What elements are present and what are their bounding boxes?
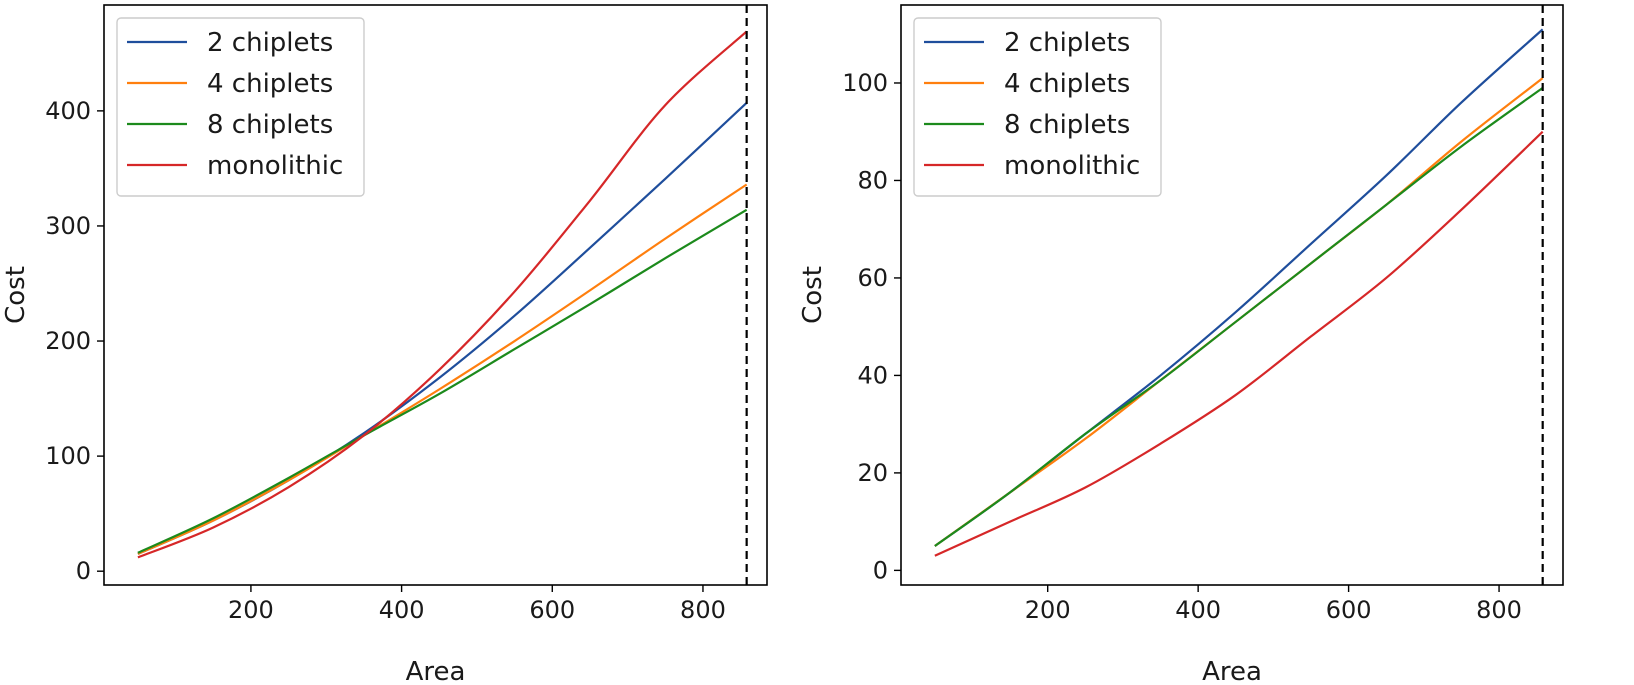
legend-label: 8 chiplets [1004,110,1130,140]
chart-panel-2: 200 400 600 800 0 20 40 60 80 100 Area Cost 2 chiple… [798,4,1564,685]
y-tick-label: 0 [76,557,91,585]
y-tick-label: 40 [857,361,888,389]
y-tick-label: 400 [45,97,91,125]
y-tick-label: 0 [873,556,888,584]
series-line-monolithic [137,30,748,559]
axes-frame [900,4,1564,586]
series-line-4-chiplets [137,183,748,555]
y-tick-label: 20 [857,459,888,487]
y-axis-label: Cost [1,266,31,324]
legend: 2 chiplets 4 chiplets 8 chiplets monolithic [913,17,1162,197]
y-tick-label: 200 [45,327,91,355]
legend-label: 2 chiplets [207,28,333,58]
x-tick-label: 200 [1025,596,1071,624]
x-tick-label: 400 [1175,596,1221,624]
series-line-8-chiplets [934,86,1544,547]
x-axis-label: Area [1202,657,1262,685]
x-axis-label: Area [406,657,466,685]
x-tick-label: 800 [1476,596,1522,624]
chart-panel-1: 200 400 600 800 0 100 200 300 400 Area Cost 2 chipl… [1,4,768,685]
y-tick-label: 60 [857,264,888,292]
legend-label: 8 chiplets [207,110,333,140]
legend-label: 4 chiplets [207,69,333,99]
x-tick-label: 600 [529,596,575,624]
legend-box [913,17,1162,197]
y-tick-label: 80 [857,166,888,194]
legend-label: monolithic [207,151,343,181]
y-axis-label: Cost [798,266,828,324]
x-tick-label: 600 [1326,596,1372,624]
x-tick-label: 400 [379,596,425,624]
x-tick-label: 800 [680,596,726,624]
y-tick-label: 300 [45,212,91,240]
legend-label: 2 chiplets [1004,28,1130,58]
y-tick-label: 100 [45,442,91,470]
legend-box [116,17,365,197]
legend: 2 chiplets 4 chiplets 8 chiplets monolithic [116,17,365,197]
x-tick-label: 200 [228,596,274,624]
series-line-8-chiplets [137,208,748,554]
y-tick-label: 100 [842,69,888,97]
axes-frame [103,4,768,586]
series-line-monolithic [934,130,1544,557]
legend-label: monolithic [1004,151,1140,181]
legend-label: 4 chiplets [1004,69,1130,99]
